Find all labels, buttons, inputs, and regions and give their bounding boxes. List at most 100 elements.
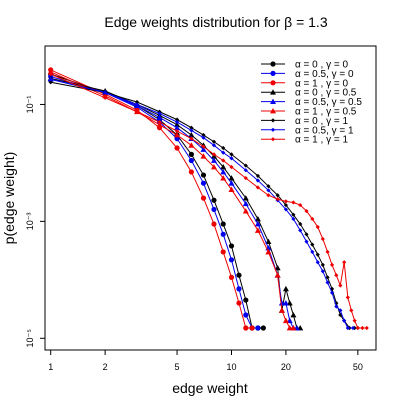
data-point [304,208,309,214]
data-point [342,318,347,323]
data-point [266,193,271,198]
data-point [229,156,234,161]
data-point [243,325,249,331]
data-point [228,257,235,263]
data-point [188,169,194,175]
data-point [291,200,296,205]
x-axis: 1 2 5 10 20 50 [48,350,363,372]
series-6 [47,68,297,331]
data-point [315,252,320,257]
data-point [174,132,181,138]
legend: α = 0 , γ = 0α = 0.5, γ = 0α = 1 , γ = 0… [261,60,362,146]
data-point [200,153,207,159]
data-point [282,317,289,324]
legend-label: α = 1 , γ = 1 [295,135,348,146]
data-point [134,99,140,105]
data-point [211,206,217,213]
y-tick-label: 10⁻³ [25,212,35,230]
data-point [282,285,289,292]
x-tick-label: 50 [353,362,363,372]
data-point [298,228,303,233]
data-point [320,236,325,242]
data-point [134,109,140,114]
y-tick-label: 10⁻⁵ [25,329,35,348]
data-point [315,260,320,265]
data-point [254,227,261,233]
data-point [189,128,194,133]
data-point [48,80,53,85]
x-tick-label: 10 [226,362,236,372]
data-point [355,325,360,331]
data-point [243,168,248,173]
series-8 [48,77,356,331]
data-point [201,132,206,138]
data-point [174,119,180,125]
legend-marker [270,70,276,76]
legend-marker [270,127,276,132]
data-point [282,300,289,306]
data-point [298,221,303,227]
data-point [291,212,296,217]
data-point [242,208,249,214]
data-point [304,232,309,237]
legend-label: α = 0.5, γ = 1 [295,125,354,136]
legend-entry: α = 1 , γ = 0.5 [261,107,357,118]
data-point [364,325,369,331]
data-point [266,184,271,189]
data-point [360,325,365,331]
plot-area [47,67,369,331]
data-point [221,150,226,155]
legend-marker [270,80,276,86]
data-point [315,224,320,230]
data-point [211,197,217,203]
data-point [255,325,261,331]
data-point [221,158,226,163]
data-point [291,216,296,222]
legend-marker [270,89,276,95]
data-point [228,175,235,181]
data-point [201,135,206,140]
series-4 [47,75,304,331]
data-point [48,77,53,82]
data-point [228,180,235,186]
data-point [255,185,261,190]
data-point [290,324,297,331]
series-line [50,78,353,329]
data-point [320,262,325,267]
data-point [48,72,53,77]
data-point [275,193,280,198]
data-point [229,164,234,170]
data-point [325,249,330,255]
data-point [156,121,163,128]
legend-marker [270,118,276,123]
data-point [275,197,280,202]
data-point [157,119,162,125]
data-point [210,164,217,170]
data-point [134,102,140,107]
data-point [265,238,272,245]
series-5 [47,76,300,331]
data-point [188,157,194,164]
legend-marker [270,137,276,142]
legend-entry: α = 0 , γ = 0.5 [261,88,357,99]
legend-marker [270,98,276,104]
data-point [325,280,330,285]
legend-entry: α = 0 , γ = 1 [261,116,348,127]
legend-label: α = 1 , γ = 0 [295,78,348,89]
legend-entry: α = 0 , γ = 0 [261,60,348,71]
data-point [188,142,195,148]
data-point [349,308,354,313]
data-point [254,221,261,227]
y-tick-label: 10⁻¹ [25,96,35,114]
data-point [236,272,242,278]
data-point [274,272,281,278]
legend-entry: α = 0.5, γ = 1 [261,125,354,136]
data-point [228,274,235,280]
data-point [310,216,315,222]
data-point [188,132,195,138]
data-point [243,163,248,168]
data-point [329,262,335,267]
data-point [260,325,266,331]
data-point [304,239,309,244]
